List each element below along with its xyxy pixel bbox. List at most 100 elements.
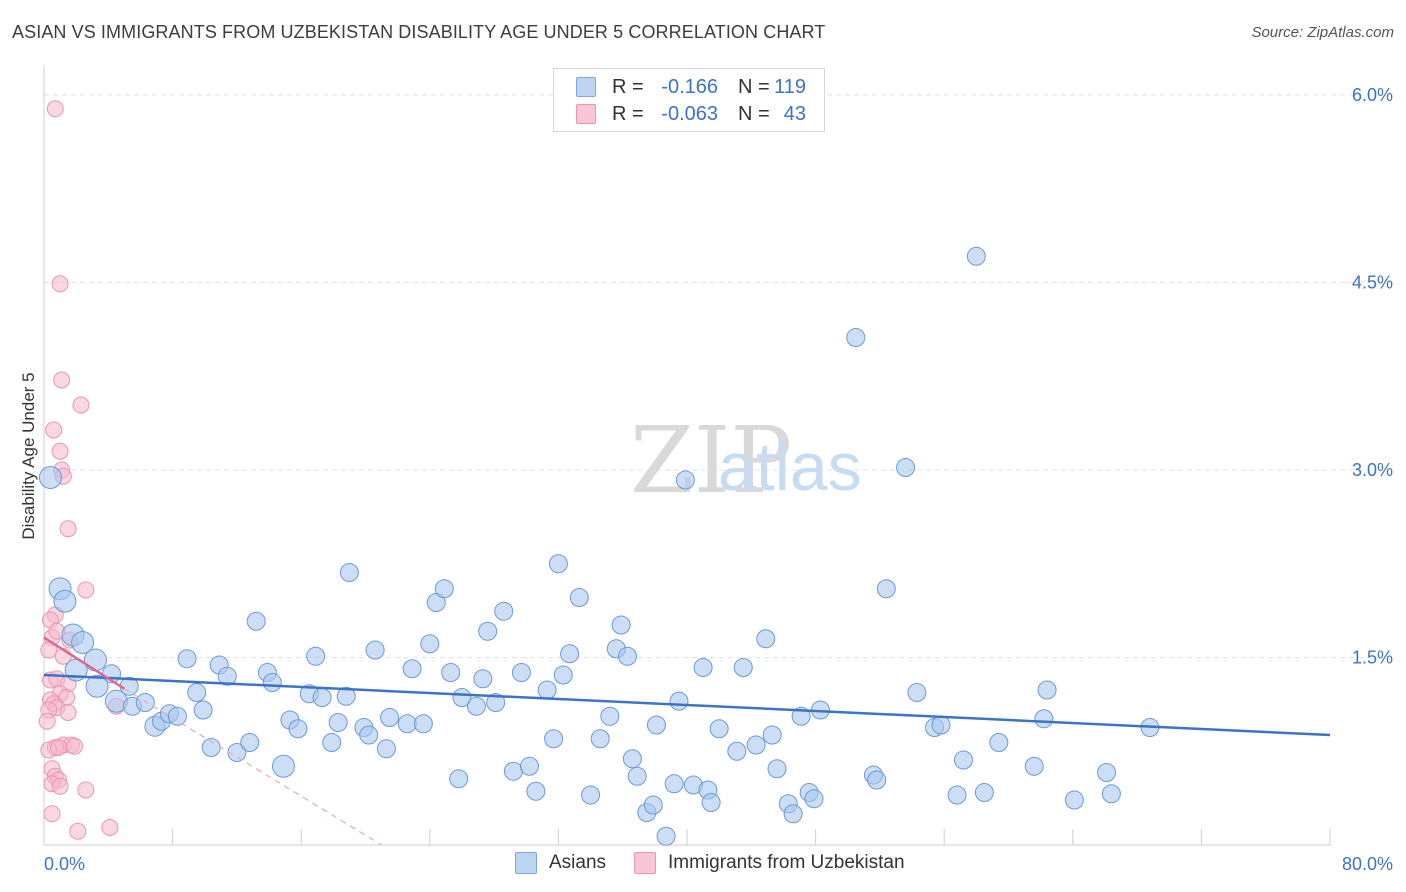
axis-labels: 1.5% 3.0% 4.5% 6.0% 0.0% 80.0% Disability Age … [19, 85, 1393, 874]
asian-point [526, 781, 546, 801]
r-value: -0.063 [661, 102, 718, 125]
uzbek-trend-extension [124, 688, 382, 846]
asian-point [420, 634, 440, 654]
asian-point [71, 631, 95, 654]
asian-point [328, 713, 348, 732]
asian-point [473, 669, 493, 689]
asian-point [1037, 680, 1057, 700]
asian-point [365, 640, 385, 660]
uzbek-point [69, 822, 87, 840]
asian-point [581, 785, 601, 805]
uzbek-point [51, 777, 69, 795]
legend-label-uzbek: Immigrants from Uzbekistan [668, 852, 905, 873]
uzbek-point [45, 421, 63, 439]
series-legend: Asians Immigrants from Uzbekistan [515, 852, 933, 874]
asian-point [733, 658, 753, 677]
y-tick-label: 6.0% [1352, 85, 1393, 105]
n-label: N = [738, 102, 770, 125]
uzbek-point [43, 805, 61, 823]
legend-item-asians[interactable]: Asians [515, 852, 606, 874]
asian-point [246, 611, 266, 631]
asian-point [262, 673, 282, 692]
asian-point [359, 725, 379, 745]
source-credit: Source: ZipAtlas.com [1251, 24, 1394, 41]
asian-point [693, 658, 713, 677]
uzbek-point [53, 371, 71, 389]
uzbek-point [72, 396, 90, 414]
asian-point [413, 714, 433, 734]
uzbek-point [46, 100, 64, 118]
legend-label-asians: Asians [549, 852, 607, 873]
asian-point [867, 770, 887, 790]
asian-point [548, 554, 568, 574]
x-tick-label: 0.0% [44, 854, 85, 874]
asian-point [783, 804, 803, 824]
asian-point [727, 741, 747, 761]
asian-point [1097, 763, 1117, 782]
asian-point [376, 739, 396, 759]
asian-point [494, 601, 514, 621]
asian-point [452, 688, 472, 707]
asian-point [627, 766, 647, 786]
asian-swatch-icon [576, 77, 596, 97]
legend-row-asians: R = -0.166 N = 119 [576, 75, 806, 99]
uzbek-point [51, 275, 69, 293]
uzbek-swatch-icon [634, 852, 657, 874]
asian-point [402, 659, 422, 679]
asian-point [53, 589, 77, 613]
asian-point [622, 749, 642, 769]
asian-point [511, 663, 531, 682]
n-label: N = [738, 75, 770, 98]
legend-item-uzbek[interactable]: Immigrants from Uzbekistan [634, 852, 905, 874]
legend-row-uzbek: R = -0.063 N = 43 [576, 102, 806, 126]
asian-point [503, 761, 523, 781]
chart-title: ASIAN VS IMMIGRANTS FROM UZBEKISTAN DISA… [12, 22, 826, 42]
uzbek-point [77, 581, 95, 599]
asian-point [664, 774, 684, 794]
uzbek-point [101, 819, 119, 836]
asian-point [380, 708, 400, 727]
asian-trend-line [43, 673, 1331, 737]
asian-point [701, 793, 721, 812]
asian-point [83, 648, 107, 672]
uzbek-swatch-icon [576, 104, 596, 124]
asian-point [322, 733, 342, 752]
asian-point [240, 733, 260, 752]
asian-point [709, 719, 729, 739]
y-axis-label: Disability Age Under 5 [19, 372, 38, 539]
asian-point [896, 458, 916, 477]
watermark: ZIP atlas [630, 407, 862, 514]
asian-point [449, 769, 469, 789]
asian-point [656, 826, 676, 846]
asian-point [611, 615, 631, 635]
asian-point [876, 579, 896, 599]
asian-point [646, 715, 666, 735]
r-label: R = [612, 75, 644, 98]
n-value: 119 [774, 75, 806, 98]
asian-point [544, 729, 564, 749]
asian-point [38, 466, 62, 489]
asian-point [553, 665, 573, 685]
uzbek-point [59, 704, 77, 721]
grid-lines [44, 94, 1370, 658]
asian-point [669, 691, 689, 711]
asian-point [762, 725, 782, 745]
asian-point [519, 756, 539, 776]
uzbek-point [59, 520, 77, 538]
asian-point [966, 246, 986, 266]
y-tick-label: 1.5% [1352, 648, 1393, 668]
asian-point [590, 729, 610, 749]
asian-point [931, 715, 951, 735]
asian-point [135, 693, 155, 712]
asian-point [767, 759, 787, 779]
n-value: 43 [783, 102, 806, 125]
asian-point [466, 696, 486, 716]
asian-point [756, 629, 776, 649]
r-label: R = [612, 102, 644, 125]
asian-point [907, 683, 927, 702]
asian-point [85, 674, 109, 698]
asian-point [537, 680, 557, 700]
asian-point [336, 686, 356, 706]
asian-point [397, 714, 417, 734]
